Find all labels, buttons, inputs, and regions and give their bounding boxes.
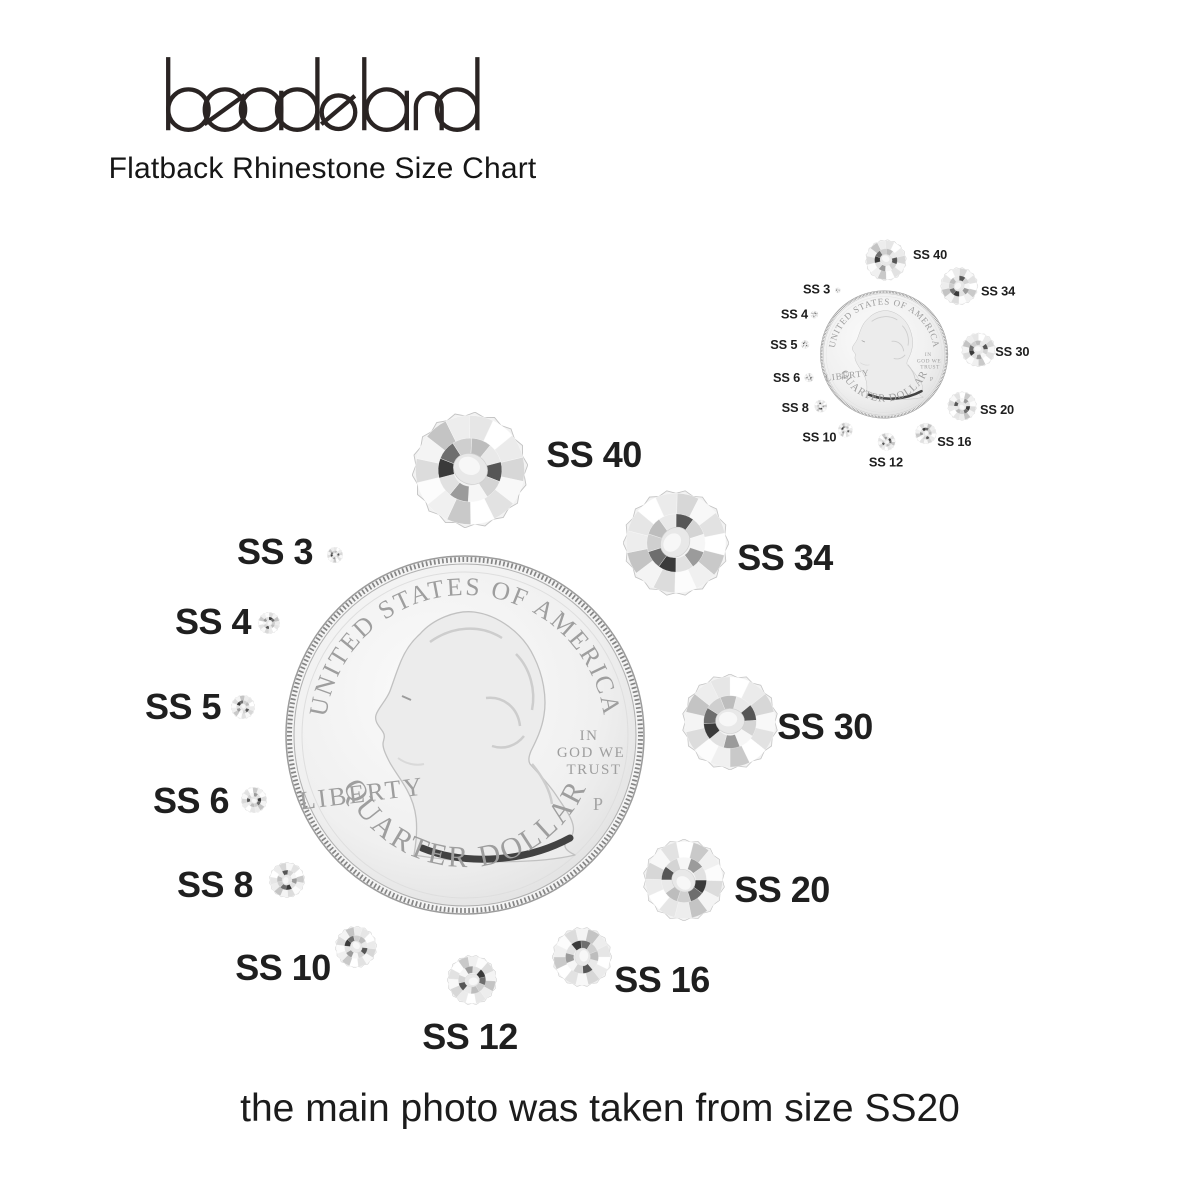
stone-size-label: SS 10 [802,429,837,445]
stone-size-label: SS 3 [802,281,831,297]
rhinestone-gem [961,332,996,367]
stone-size-label: SS 4 [174,601,252,642]
brand-logo-text: beadsland [323,138,324,139]
rhinestone-gem [804,372,814,383]
rhinestone-gem [447,955,497,1005]
stone-size-label: SS 6 [152,780,230,821]
inset-size-diagram: UNITED STATES OF AMERICA QUARTER DOLLAR LI… [770,237,1032,470]
stone-size-label: SS 5 [144,686,222,727]
stone-size-label: SS 40 [546,434,642,475]
stone-size-label: SS 8 [176,864,254,905]
rhinestone-gem [241,787,267,813]
rhinestone-gem [269,862,305,898]
rhinestone-gem [814,399,828,413]
rhinestone-gem [623,490,729,596]
stone-size-label: SS 12 [868,454,903,470]
caption: the main photo was taken from size SS20 [240,1087,960,1130]
stone-size-label: SS 20 [979,402,1015,417]
rhinestone-gem [552,927,612,987]
rhinestone-gem [947,391,977,421]
rhinestone-gem [877,432,896,451]
rhinestone-gem [682,674,778,770]
rhinestone-gem [412,412,528,528]
stone-size-label: SS 40 [913,247,948,262]
stone-size-label: SS 8 [781,400,809,415]
rhinestone-gem [940,267,979,305]
stone-size-label: SS 34 [737,537,833,578]
rhinestone-gem [335,926,377,968]
coin-mint-mark: P [930,376,934,383]
stone-size-label: SS 5 [770,337,798,352]
rhinestone-gem [327,547,343,563]
brand-logo [165,57,480,132]
coin-motto-line: GOD WE [917,358,941,364]
rhinestone-gem [865,239,907,281]
rhinestone-gem [835,287,841,294]
stone-size-label: SS 12 [422,1016,518,1057]
stone-size-label: SS 34 [981,283,1016,299]
stone-size-label: SS 30 [777,706,873,747]
main-size-diagram: UNITED STATES OF AMERICA QUARTER DOLLAR LI… [145,405,880,1060]
rhinestone-gem [258,612,280,634]
coin-mint-mark: P [593,794,603,814]
rhinestone-gem [915,422,937,445]
washington-bust [374,611,576,863]
coin-motto-line: TRUST [920,364,940,370]
coin-motto-line: TRUST [566,762,621,778]
stone-size-label: SS 6 [773,370,801,386]
rhinestone-gem [810,310,819,319]
stone-size-label: SS 4 [780,306,808,322]
brand-header: beadsland Flatback Rhinestone Size Chart [100,52,545,186]
rhinestone-gem [800,340,810,349]
stone-size-label: SS 10 [235,947,331,988]
washington-bust [852,310,924,400]
rhinestone-gem [837,422,853,438]
coin-motto-line: IN [580,728,599,744]
stone-size-label: SS 20 [734,869,830,910]
stone-size-label: SS 16 [937,434,972,449]
chart-title: Flatback Rhinestone Size Chart [108,152,537,185]
stone-size-label: SS 16 [614,959,710,1000]
rhinestone-gem [231,695,255,719]
coin-motto-line: GOD WE [557,745,625,761]
stone-size-label: SS 30 [995,344,1030,359]
coin-motto-line: IN [925,352,932,358]
stone-size-label: SS 3 [236,531,314,572]
rhinestone-gem [643,839,725,921]
